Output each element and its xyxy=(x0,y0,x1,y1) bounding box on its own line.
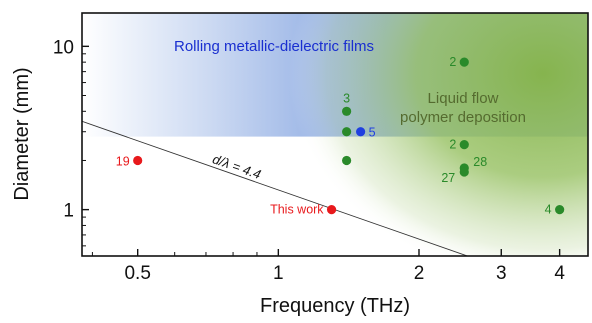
region-label-liquid-line1: Liquid flow xyxy=(428,90,499,107)
data-point-label: 5 xyxy=(369,126,376,140)
data-point xyxy=(133,155,143,166)
plot-frame xyxy=(81,12,589,257)
data-point xyxy=(356,127,366,137)
region-label-liquid-line2: polymer deposition xyxy=(400,109,526,126)
data-point xyxy=(459,140,469,150)
data-point xyxy=(326,205,337,215)
data-point-label: 3 xyxy=(343,91,350,105)
data-point-label: 4 xyxy=(545,203,552,217)
data-point-label: 28 xyxy=(473,155,487,169)
data-point-label: 2 xyxy=(449,55,456,69)
data-point xyxy=(342,127,352,137)
x-tick-label: 2 xyxy=(414,263,425,284)
x-tick-label: 3 xyxy=(496,263,507,284)
x-tick-label: 1 xyxy=(273,263,284,284)
x-tick-label: 0.5 xyxy=(124,263,150,284)
data-point-label: 2 xyxy=(449,138,456,152)
data-point xyxy=(555,205,565,215)
y-axis-title: Diameter (mm) xyxy=(11,67,33,200)
region-label-rolling: Rolling metallic-dielectric films xyxy=(174,38,374,55)
data-point-label: 19 xyxy=(116,154,130,168)
data-point xyxy=(459,167,469,177)
x-axis-title: Frequency (THz) xyxy=(260,295,410,317)
region-liquid xyxy=(288,13,588,256)
y-tick-label: 10 xyxy=(53,37,74,58)
data-point xyxy=(342,106,352,116)
x-tick-label: 4 xyxy=(554,263,565,284)
data-point xyxy=(459,57,469,67)
data-point-label: 27 xyxy=(441,171,455,185)
data-point-label: This work xyxy=(270,203,324,217)
data-point xyxy=(342,155,352,166)
y-tick-label: 1 xyxy=(63,201,74,222)
guide-label: d/λ = 4.4 xyxy=(211,151,263,182)
